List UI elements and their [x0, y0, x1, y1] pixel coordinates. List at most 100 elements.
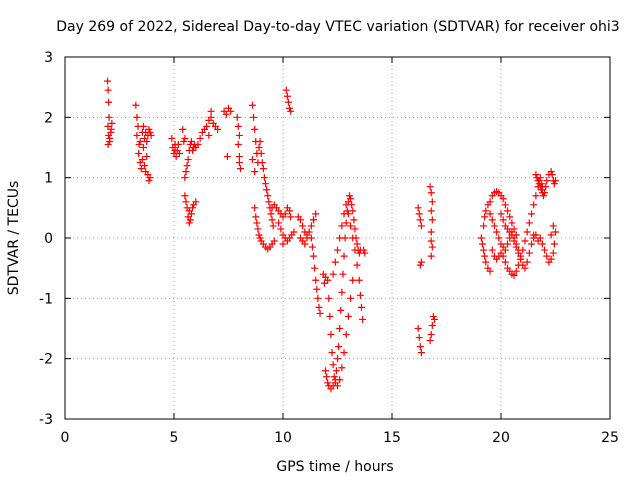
data-point: [205, 131, 213, 139]
data-point: [104, 86, 112, 94]
data-point: [349, 207, 357, 215]
data-point: [139, 122, 147, 130]
data-point: [414, 204, 422, 212]
data-point: [356, 291, 364, 299]
data-point: [203, 122, 211, 130]
data-point: [414, 325, 422, 332]
data-point: [349, 234, 357, 242]
data-point: [427, 331, 435, 339]
data-point: [427, 228, 435, 236]
data-point: [525, 219, 533, 227]
data-point: [106, 134, 114, 142]
data-point: [506, 213, 514, 221]
data-point: [501, 258, 509, 266]
y-tick-label: -2: [39, 352, 53, 368]
data-point: [281, 210, 289, 218]
data-point: [339, 270, 347, 278]
data-point: [490, 222, 498, 230]
data-point: [147, 131, 155, 139]
data-point: [146, 128, 154, 136]
y-tick-label: -3: [39, 412, 53, 428]
data-point: [235, 153, 243, 161]
data-point: [540, 192, 548, 200]
data-point: [182, 198, 190, 206]
x-tick-label: 20: [492, 430, 510, 446]
data-point: [133, 131, 141, 139]
data-point: [307, 234, 315, 242]
data-point: [351, 225, 359, 233]
y-tick-label: 3: [44, 50, 53, 66]
data-point: [284, 98, 292, 106]
data-point: [550, 240, 558, 248]
data-point: [510, 237, 518, 245]
data-point: [257, 150, 265, 158]
data-point: [508, 219, 516, 227]
data-point: [521, 237, 529, 245]
data-point: [326, 312, 334, 320]
data-point: [275, 219, 283, 227]
data-point: [269, 222, 277, 230]
data-point: [233, 113, 241, 121]
data-point: [534, 177, 542, 185]
data-point: [136, 137, 144, 145]
data-point: [504, 207, 512, 215]
data-point: [335, 343, 343, 351]
data-point: [512, 243, 520, 251]
data-point: [179, 125, 187, 133]
data-point: [189, 147, 197, 155]
data-point: [508, 231, 516, 239]
data-point: [310, 216, 318, 224]
data-point: [252, 213, 260, 221]
data-point: [332, 367, 340, 375]
data-point: [104, 77, 112, 85]
data-point: [538, 240, 546, 248]
data-point: [172, 153, 180, 161]
data-point: [528, 210, 536, 218]
data-point: [427, 207, 435, 215]
data-point: [312, 276, 320, 284]
data-point: [180, 137, 188, 145]
data-point: [329, 361, 337, 369]
data-point: [307, 222, 315, 230]
data-point: [338, 364, 346, 372]
data-point: [184, 156, 192, 164]
data-point: [427, 237, 435, 245]
data-point: [308, 243, 316, 251]
data-point: [482, 207, 490, 215]
data-point: [497, 210, 505, 218]
data-point: [316, 309, 324, 317]
data-point: [336, 325, 344, 332]
data-point: [357, 303, 365, 311]
data-point: [235, 131, 243, 139]
plot-frame: [64, 56, 611, 420]
data-point: [493, 228, 501, 236]
data-point: [214, 125, 222, 133]
data-point: [287, 213, 295, 221]
data-point: [145, 177, 153, 185]
data-point: [344, 312, 352, 320]
data-point: [138, 156, 146, 164]
data-point: [250, 113, 258, 121]
data-point: [337, 306, 345, 314]
data-point: [543, 177, 551, 185]
data-point: [342, 219, 350, 227]
data-point: [547, 231, 555, 239]
data-point: [541, 246, 549, 254]
data-point: [495, 234, 503, 242]
data-point: [287, 107, 295, 115]
data-point: [427, 252, 435, 260]
y-axis-title: SDTVAR / TECUs: [6, 181, 22, 296]
data-point: [532, 192, 540, 200]
data-point: [345, 192, 353, 200]
data-point: [311, 264, 319, 272]
x-tick-label: 10: [274, 430, 292, 446]
data-point: [351, 246, 359, 254]
data-point: [227, 107, 235, 115]
data-point: [336, 234, 344, 242]
data-point: [286, 104, 294, 112]
data-point: [262, 180, 270, 188]
data-point: [415, 334, 423, 342]
data-point: [329, 270, 337, 278]
data-point: [530, 201, 538, 209]
